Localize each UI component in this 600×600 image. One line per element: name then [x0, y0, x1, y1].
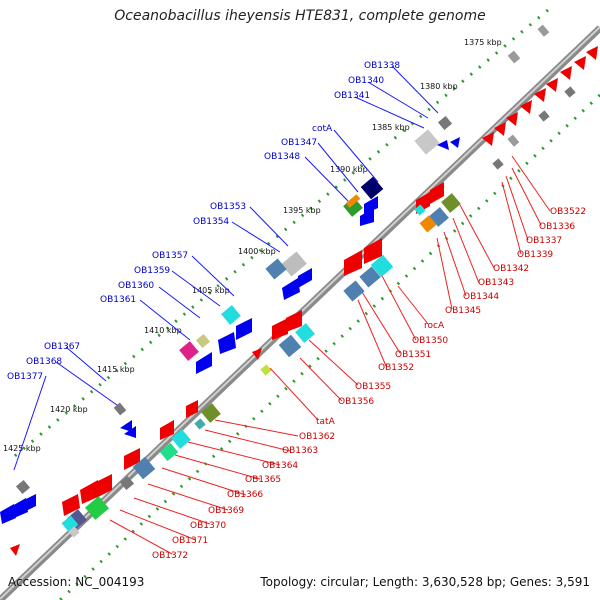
- forward-leader-lines: [13, 65, 439, 471]
- kbp-label: 1395 kbp: [283, 206, 321, 215]
- kbp-label: 1380 kbp: [420, 82, 458, 91]
- kbp-label: 1410 kbp: [144, 326, 182, 335]
- gene-label-reverse: OB1350: [412, 336, 448, 346]
- inner-tick-track: [58, 93, 600, 600]
- gene-label-forward: OB1347: [281, 138, 317, 148]
- gene-label-forward: OB1348: [264, 152, 300, 162]
- gene-label-reverse: OB1344: [463, 292, 499, 302]
- gene-label-reverse: OB1370: [190, 521, 226, 531]
- map-title: Oceanobacillus iheyensis HTE831, complet…: [114, 8, 486, 24]
- gene-label-forward: OB1359: [134, 266, 170, 276]
- accession-text: Accession: NC_004193: [8, 575, 145, 589]
- kbp-label: 1390 kbp: [330, 165, 368, 174]
- gene-label-reverse: OB1365: [245, 475, 281, 485]
- gene-label-reverse: OB1336: [539, 222, 575, 232]
- kbp-label: 1400 kbp: [238, 247, 276, 256]
- gene-label-reverse: OB1337: [526, 236, 562, 246]
- gene-label-reverse: OB1371: [172, 536, 208, 546]
- gene-label-forward: OB1367: [44, 342, 80, 352]
- gene-label-forward: OB1377: [7, 372, 43, 382]
- gene-label-forward: OB1340: [348, 76, 384, 86]
- kbp-label: 1420 kbp: [50, 405, 88, 414]
- gene-label-reverse: rocA: [424, 321, 445, 331]
- gene-label-reverse: OB1372: [152, 551, 188, 561]
- gene-label-reverse: OB1364: [262, 461, 298, 471]
- gene-label-reverse: OB3522: [550, 207, 586, 217]
- gene-label-reverse: OB1352: [378, 363, 414, 373]
- gene-label-forward: OB1361: [100, 295, 136, 305]
- gene-label-reverse: OB1343: [478, 278, 514, 288]
- gene-label-forward: OB1338: [364, 61, 400, 71]
- forward-features: [0, 24, 550, 524]
- gene-label-reverse: OB1345: [445, 306, 481, 316]
- gene-label-reverse: OB1342: [493, 264, 529, 274]
- kbp-label: 1425 kbp: [3, 444, 41, 453]
- reverse-gene-labels: OB3522 OB1336 OB1337 OB1339 OB1342 OB134…: [152, 207, 586, 561]
- reverse-leader-lines: [109, 155, 551, 555]
- gene-label-reverse: OB1363: [282, 446, 318, 456]
- kbp-label: 1375 kbp: [464, 38, 502, 47]
- kbp-label: 1385 kbp: [372, 123, 410, 132]
- gene-label-forward: OB1368: [26, 357, 62, 367]
- reverse-features: [10, 46, 598, 556]
- gene-label-reverse: OB1362: [299, 432, 335, 442]
- gene-label-reverse: OB1351: [395, 350, 431, 360]
- gene-label-reverse: OB1356: [338, 397, 374, 407]
- kbp-label: 1405 kbp: [192, 286, 230, 295]
- gene-label-forward: OB1353: [210, 202, 246, 212]
- gene-label-forward: OB1341: [334, 91, 370, 101]
- gene-label-forward: OB1360: [118, 281, 154, 291]
- gene-label-reverse: tatA: [316, 417, 336, 427]
- gene-label-forward: OB1354: [193, 217, 229, 227]
- gene-label-reverse: OB1339: [517, 250, 553, 260]
- gene-label-forward: cotA: [312, 124, 333, 134]
- gene-label-reverse: OB1355: [355, 382, 391, 392]
- outer-tick-track: [9, 8, 549, 462]
- forward-gene-labels: OB1338 OB1340 OB1341 cotA OB1347 OB1348 …: [7, 61, 400, 382]
- summary-text: Topology: circular; Length: 3,630,528 bp…: [260, 575, 590, 589]
- gene-label-reverse: OB1369: [208, 506, 244, 516]
- gene-label-reverse: OB1366: [227, 490, 263, 500]
- gene-label-forward: OB1357: [152, 251, 188, 261]
- kbp-label: 1415 kbp: [97, 365, 135, 374]
